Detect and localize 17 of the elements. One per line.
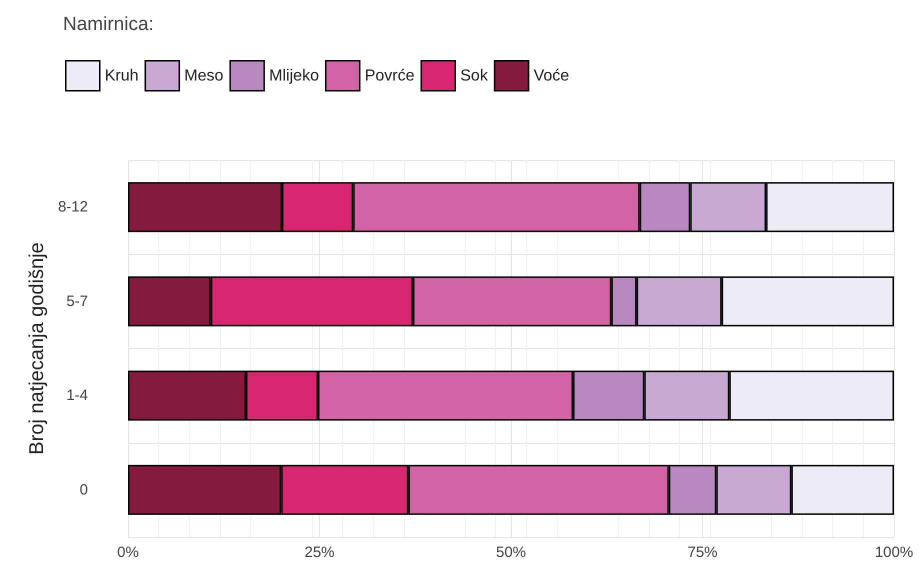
x-tick-label: 100% bbox=[874, 544, 914, 561]
y-axis-title: Broj natjecanja godišnje bbox=[26, 242, 48, 455]
x-tick-label: 25% bbox=[304, 544, 335, 561]
legend-label: Sok bbox=[460, 67, 489, 84]
x-tick-label: 75% bbox=[687, 544, 718, 561]
y-tick-label: 1-4 bbox=[66, 387, 88, 404]
y-tick-label: 0 bbox=[80, 481, 88, 498]
legend-title: Namirnica: bbox=[63, 14, 154, 35]
x-tick-label: 50% bbox=[496, 544, 526, 561]
x-tick-label: 0% bbox=[117, 544, 139, 561]
legend-label: Mlijeko bbox=[269, 67, 320, 84]
y-tick-label: 8-12 bbox=[58, 198, 88, 216]
legend-label: Kruh bbox=[104, 67, 139, 84]
legend-label: Voće bbox=[534, 67, 570, 84]
legend-label: Meso bbox=[184, 67, 224, 84]
y-tick-label: 5-7 bbox=[66, 292, 88, 310]
legend-label: Povrće bbox=[364, 67, 415, 84]
